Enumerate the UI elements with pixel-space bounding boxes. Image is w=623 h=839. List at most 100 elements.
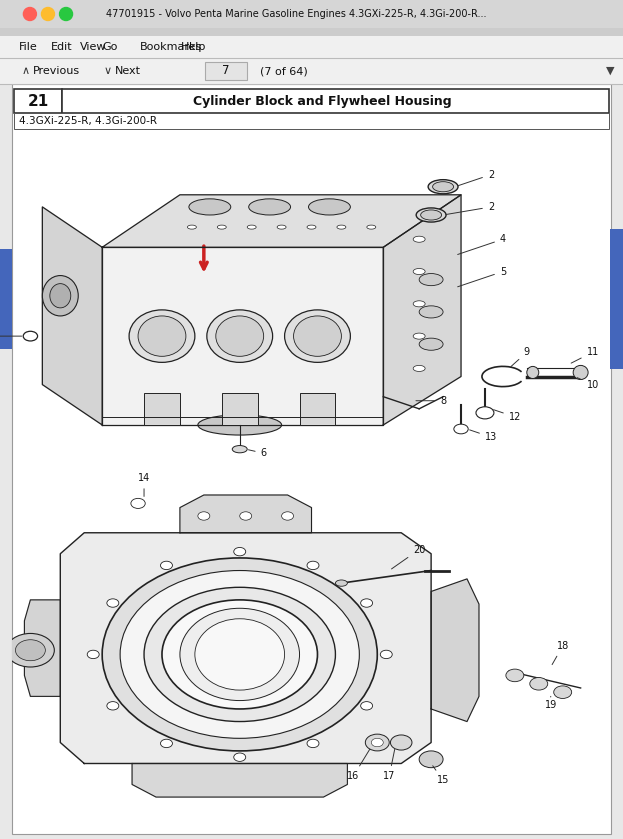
Text: 10: 10 <box>577 378 599 389</box>
Circle shape <box>16 639 45 661</box>
Ellipse shape <box>249 199 290 215</box>
Text: Edit: Edit <box>51 42 73 52</box>
Circle shape <box>131 498 145 508</box>
Circle shape <box>107 701 119 710</box>
Text: 13: 13 <box>470 430 497 442</box>
Ellipse shape <box>337 225 346 229</box>
Polygon shape <box>60 533 431 763</box>
Ellipse shape <box>207 310 273 362</box>
Text: 7: 7 <box>0 838 1 839</box>
FancyBboxPatch shape <box>14 113 609 129</box>
Polygon shape <box>42 207 102 425</box>
Circle shape <box>476 407 494 419</box>
Ellipse shape <box>50 284 71 308</box>
FancyBboxPatch shape <box>0 0 623 28</box>
Circle shape <box>454 425 468 434</box>
FancyBboxPatch shape <box>222 393 258 425</box>
FancyBboxPatch shape <box>12 84 611 834</box>
Ellipse shape <box>413 366 425 372</box>
Circle shape <box>23 331 37 341</box>
Ellipse shape <box>232 446 247 453</box>
Circle shape <box>198 512 210 520</box>
Text: 17: 17 <box>383 749 396 781</box>
Text: 2: 2 <box>458 169 494 186</box>
Ellipse shape <box>216 316 264 357</box>
FancyBboxPatch shape <box>610 229 623 369</box>
Polygon shape <box>252 466 305 490</box>
Ellipse shape <box>267 495 285 501</box>
Text: 7: 7 <box>222 65 230 77</box>
Text: 1: 1 <box>0 838 1 839</box>
Text: 5: 5 <box>458 267 506 287</box>
Polygon shape <box>180 495 312 533</box>
Circle shape <box>240 512 252 520</box>
Ellipse shape <box>527 367 539 378</box>
Text: Bookmarks: Bookmarks <box>140 42 202 52</box>
Text: 47701915 - Volvo Penta Marine Gasoline Engines 4.3GXi-225-R, 4.3Gi-200-R...: 47701915 - Volvo Penta Marine Gasoline E… <box>106 9 487 19</box>
Ellipse shape <box>188 225 196 229</box>
Polygon shape <box>431 579 479 722</box>
Circle shape <box>161 561 173 570</box>
Text: 15: 15 <box>433 766 449 785</box>
Text: 14: 14 <box>138 473 150 497</box>
Ellipse shape <box>195 619 285 690</box>
Ellipse shape <box>413 301 425 307</box>
Text: 1: 1 <box>0 838 1 839</box>
Ellipse shape <box>293 316 341 357</box>
Text: 18: 18 <box>552 641 569 664</box>
Ellipse shape <box>413 333 425 339</box>
Text: 4.3GXi-225-R, 4.3Gi-200-R: 4.3GXi-225-R, 4.3Gi-200-R <box>19 116 157 126</box>
Ellipse shape <box>138 316 186 357</box>
Circle shape <box>380 650 392 659</box>
Circle shape <box>24 8 36 20</box>
Text: 4: 4 <box>458 234 506 254</box>
Circle shape <box>371 738 383 747</box>
Circle shape <box>120 571 359 738</box>
Circle shape <box>107 599 119 607</box>
Text: Previous: Previous <box>33 66 80 76</box>
Circle shape <box>144 587 335 722</box>
Circle shape <box>282 512 293 520</box>
Ellipse shape <box>419 306 443 318</box>
Ellipse shape <box>421 210 442 220</box>
Ellipse shape <box>129 310 195 362</box>
Polygon shape <box>383 195 461 425</box>
Text: 20: 20 <box>391 545 426 569</box>
FancyBboxPatch shape <box>144 393 180 425</box>
Polygon shape <box>132 763 348 797</box>
Ellipse shape <box>416 208 446 222</box>
Text: View: View <box>80 42 107 52</box>
Circle shape <box>307 561 319 570</box>
Circle shape <box>267 520 285 532</box>
FancyBboxPatch shape <box>300 393 335 425</box>
Ellipse shape <box>308 199 350 215</box>
Ellipse shape <box>413 268 425 274</box>
Text: 19: 19 <box>545 696 557 710</box>
Ellipse shape <box>432 182 454 192</box>
Text: ∨: ∨ <box>104 66 112 76</box>
Text: 21: 21 <box>27 93 49 108</box>
Circle shape <box>307 739 319 748</box>
FancyBboxPatch shape <box>0 249 12 349</box>
Ellipse shape <box>42 275 78 316</box>
Polygon shape <box>102 195 461 248</box>
Circle shape <box>60 8 72 20</box>
Circle shape <box>419 751 443 768</box>
Ellipse shape <box>189 199 231 215</box>
Ellipse shape <box>285 310 350 362</box>
Ellipse shape <box>180 608 300 701</box>
Circle shape <box>42 8 54 20</box>
Text: Cylinder Block and Flywheel Housing: Cylinder Block and Flywheel Housing <box>193 95 451 107</box>
Circle shape <box>361 599 373 607</box>
Ellipse shape <box>419 274 443 285</box>
FancyBboxPatch shape <box>205 62 247 80</box>
FancyBboxPatch shape <box>0 58 623 84</box>
Ellipse shape <box>217 225 226 229</box>
Polygon shape <box>24 600 60 696</box>
Circle shape <box>6 633 54 667</box>
Text: 6: 6 <box>249 448 267 458</box>
Ellipse shape <box>573 366 588 379</box>
Text: Go: Go <box>103 42 118 52</box>
Text: 2: 2 <box>446 202 494 215</box>
Circle shape <box>234 753 245 762</box>
